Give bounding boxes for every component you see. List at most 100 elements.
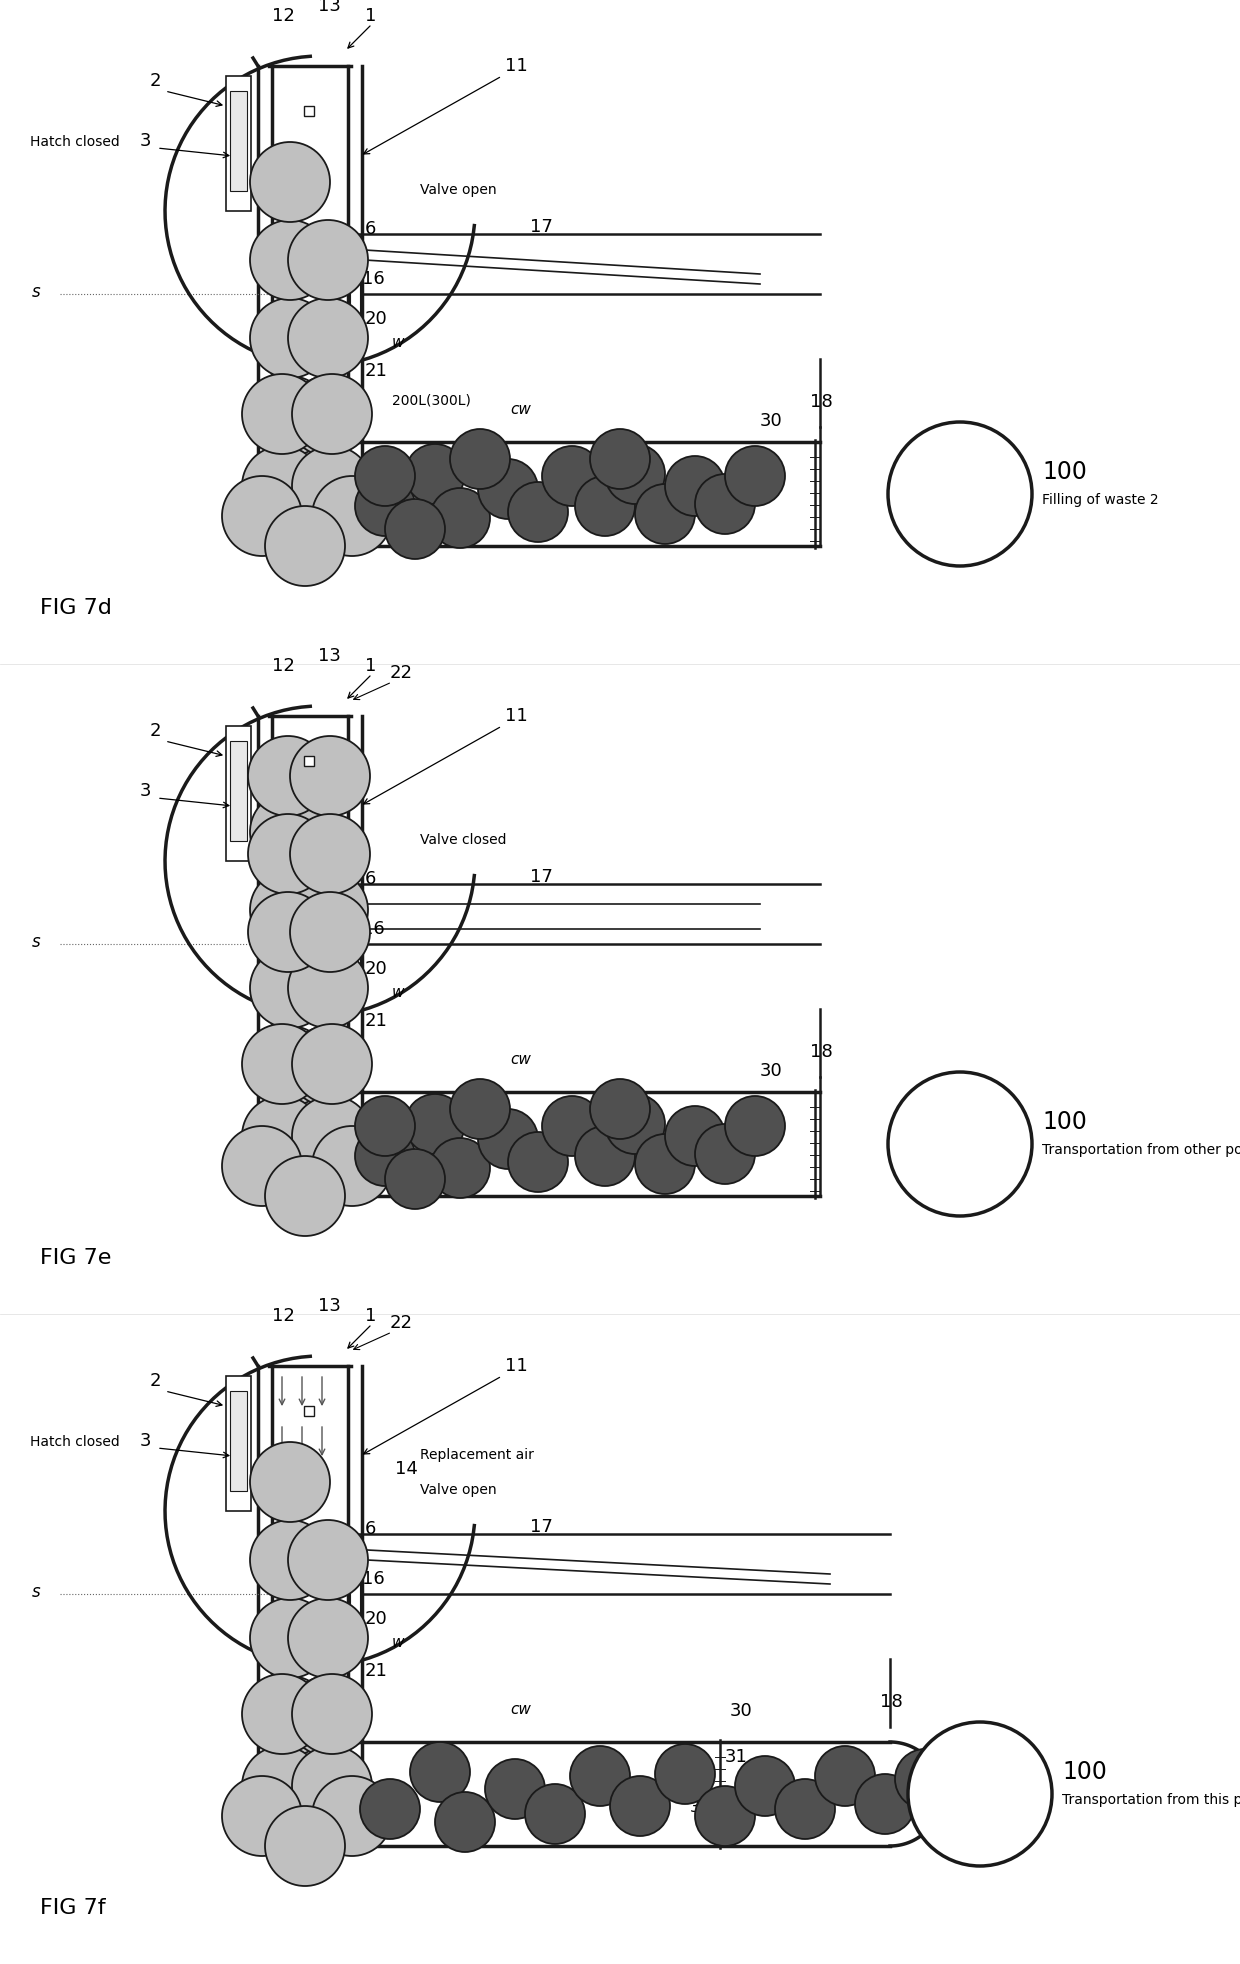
Text: 31: 31 — [725, 1748, 748, 1766]
Circle shape — [895, 1750, 955, 1809]
Bar — [350, 1559, 360, 1640]
Circle shape — [888, 1072, 1032, 1216]
Circle shape — [735, 1756, 795, 1817]
Text: 100: 100 — [1061, 1760, 1107, 1783]
Circle shape — [248, 736, 329, 815]
Circle shape — [542, 1096, 601, 1157]
Circle shape — [605, 444, 665, 505]
Circle shape — [635, 1133, 694, 1194]
Circle shape — [250, 870, 330, 951]
Circle shape — [288, 1520, 368, 1601]
Text: 21: 21 — [365, 361, 388, 379]
Circle shape — [410, 1742, 470, 1803]
Circle shape — [590, 428, 650, 489]
Text: 22: 22 — [294, 1870, 316, 1887]
Text: 3: 3 — [139, 782, 151, 799]
Text: 1: 1 — [365, 8, 377, 26]
Circle shape — [975, 1760, 1035, 1819]
Circle shape — [242, 446, 322, 526]
Circle shape — [222, 1125, 303, 1206]
Circle shape — [384, 1149, 445, 1210]
Circle shape — [250, 1442, 330, 1522]
Text: FIG 7d: FIG 7d — [40, 597, 112, 619]
Text: cw: cw — [510, 403, 531, 416]
Text: 22: 22 — [391, 1314, 413, 1332]
Circle shape — [610, 1775, 670, 1836]
Text: 17: 17 — [529, 1518, 553, 1536]
Circle shape — [575, 1125, 635, 1186]
Circle shape — [775, 1779, 835, 1838]
Text: 22: 22 — [391, 664, 413, 682]
Circle shape — [888, 422, 1032, 566]
Circle shape — [355, 475, 415, 536]
Text: FIG 7f: FIG 7f — [40, 1897, 105, 1919]
Circle shape — [291, 1096, 372, 1176]
Text: 200L(300L): 200L(300L) — [392, 393, 471, 407]
Text: 20: 20 — [365, 960, 388, 978]
Text: FIG 7e: FIG 7e — [40, 1247, 112, 1269]
Text: 2: 2 — [149, 73, 161, 90]
Text: 12: 12 — [272, 1306, 295, 1326]
Text: 18: 18 — [880, 1693, 903, 1711]
Circle shape — [242, 1673, 322, 1754]
Circle shape — [250, 141, 330, 222]
Circle shape — [291, 373, 372, 454]
Text: 32: 32 — [662, 1762, 681, 1777]
Circle shape — [242, 1096, 322, 1176]
Text: 11: 11 — [505, 1357, 528, 1375]
Text: 12: 12 — [272, 8, 295, 26]
Circle shape — [430, 1137, 490, 1198]
Text: cw: cw — [510, 1053, 531, 1066]
Circle shape — [405, 444, 465, 505]
Circle shape — [360, 1779, 420, 1838]
Bar — [350, 259, 360, 340]
Circle shape — [250, 1520, 330, 1601]
Circle shape — [290, 892, 370, 972]
Circle shape — [250, 1599, 330, 1677]
Bar — [226, 1377, 250, 1510]
Circle shape — [477, 1110, 538, 1169]
Text: 14: 14 — [396, 1459, 418, 1479]
Circle shape — [355, 1096, 415, 1157]
Text: 11: 11 — [505, 707, 528, 725]
Text: 13: 13 — [317, 0, 341, 16]
Text: s: s — [32, 933, 41, 951]
Text: w: w — [392, 986, 404, 1000]
Bar — [304, 756, 314, 766]
Text: 30: 30 — [760, 1063, 782, 1080]
Circle shape — [570, 1746, 630, 1807]
Circle shape — [288, 1599, 368, 1677]
Text: 33: 33 — [689, 1799, 709, 1815]
Circle shape — [290, 813, 370, 894]
Circle shape — [250, 1025, 330, 1106]
Circle shape — [355, 1125, 415, 1186]
Text: 16: 16 — [362, 919, 384, 939]
Circle shape — [250, 791, 330, 872]
Circle shape — [725, 446, 785, 507]
Text: Valve open: Valve open — [420, 183, 497, 196]
Circle shape — [288, 949, 368, 1027]
Circle shape — [694, 1123, 755, 1184]
Circle shape — [477, 460, 538, 518]
Text: Hatch closed: Hatch closed — [30, 1436, 120, 1449]
Circle shape — [288, 220, 368, 300]
Text: 16: 16 — [362, 269, 384, 289]
Circle shape — [248, 892, 329, 972]
Text: 13: 13 — [317, 1296, 341, 1316]
Circle shape — [312, 1775, 392, 1856]
Text: 6: 6 — [365, 220, 377, 238]
Bar — [350, 909, 360, 990]
Text: 2: 2 — [149, 723, 161, 740]
Circle shape — [694, 473, 755, 534]
Text: Transportation from this point: Transportation from this point — [1061, 1793, 1240, 1807]
Circle shape — [242, 373, 322, 454]
Bar — [304, 106, 314, 116]
Circle shape — [908, 1722, 1052, 1866]
Bar — [226, 77, 250, 210]
Circle shape — [888, 1072, 1032, 1216]
Circle shape — [888, 422, 1032, 566]
Circle shape — [665, 456, 725, 517]
Text: 13: 13 — [317, 646, 341, 666]
Text: 16: 16 — [362, 1569, 384, 1589]
Circle shape — [450, 1078, 510, 1139]
